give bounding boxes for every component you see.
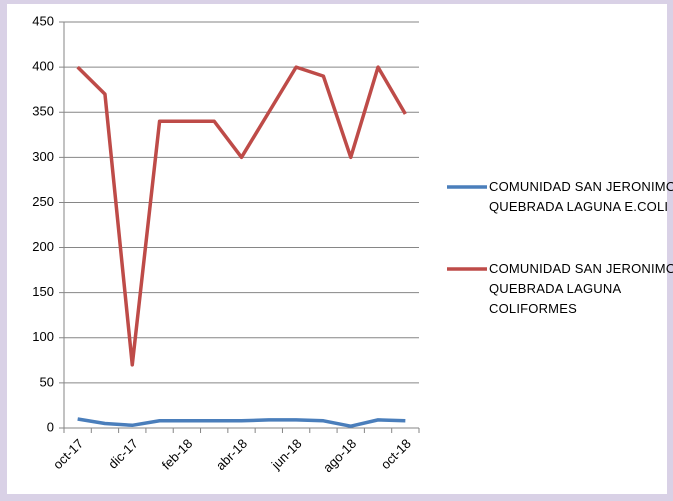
- chart-frame: [7, 4, 667, 494]
- y-tick-label: 100: [32, 329, 54, 344]
- legend-label: COMUNIDAD SAN JERONIMO QUEBRADA LAGUNA C…: [489, 261, 673, 316]
- x-tick-label: jun-18: [268, 436, 305, 473]
- series-line: [76, 65, 407, 367]
- y-tick-label: 150: [32, 284, 54, 299]
- series-line: [77, 417, 406, 428]
- y-tick-label: 300: [32, 149, 54, 164]
- x-tick-label: abr-18: [213, 436, 250, 473]
- y-tick-label: 0: [47, 419, 54, 434]
- x-tick-label: dic-17: [105, 436, 141, 472]
- x-tick-label: feb-18: [159, 436, 196, 473]
- y-tick-label: 400: [32, 59, 54, 74]
- y-tick-label: 50: [40, 374, 54, 389]
- x-tick-label: oct-17: [50, 436, 86, 472]
- y-tick-label: 450: [32, 13, 54, 28]
- x-tick-label: oct-18: [378, 436, 414, 472]
- legend-label: COMUNIDAD SAN JERONIMO QUEBRADA LAGUNA E…: [489, 179, 673, 214]
- y-tick-label: 250: [32, 194, 54, 209]
- x-tick-label: ago-18: [320, 436, 359, 475]
- y-tick-label: 350: [32, 104, 54, 119]
- y-tick-label: 200: [32, 239, 54, 254]
